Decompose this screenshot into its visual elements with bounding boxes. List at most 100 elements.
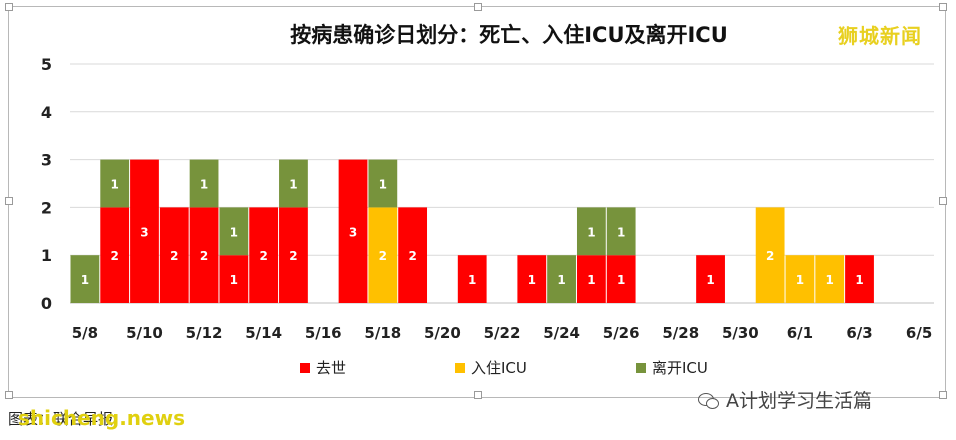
- chart-svg: 0 1 2 3 4 5 按病患确诊日划分：死亡、入住ICU及离开ICU 1 2 1 3 2 2 1 1 1 2 2…: [41, 23, 934, 377]
- chart-title: 按病患确诊日划分：死亡、入住ICU及离开ICU: [290, 23, 728, 47]
- resize-handle[interactable]: [5, 3, 13, 11]
- bar-value-label: 1: [289, 178, 297, 192]
- bar-value-label: 2: [379, 249, 387, 263]
- bar: [398, 207, 428, 303]
- bar-value-label: 1: [826, 273, 834, 287]
- bar-value-label: 1: [587, 225, 595, 239]
- legend-label: 去世: [316, 359, 346, 377]
- bar-value-label: 2: [766, 249, 774, 263]
- resize-handle[interactable]: [939, 197, 947, 205]
- bar-value-label: 1: [230, 273, 238, 287]
- x-tick-label: 6/1: [787, 324, 813, 342]
- brand-text: shicheng.news: [18, 406, 185, 430]
- bar-value-label: 1: [706, 273, 714, 287]
- resize-handle[interactable]: [939, 391, 947, 399]
- bar-value-label: 2: [408, 249, 416, 263]
- bar-value-label: 2: [289, 249, 297, 263]
- resize-handle[interactable]: [474, 391, 482, 399]
- x-tick-label: 5/14: [245, 324, 282, 342]
- bar-value-label: 1: [796, 273, 804, 287]
- bar: [576, 255, 606, 303]
- bar: [100, 159, 130, 208]
- bar-value-label: 1: [617, 225, 625, 239]
- bar: [606, 255, 636, 303]
- bar: [576, 207, 606, 256]
- y-tick-label: 1: [41, 246, 52, 265]
- legend-swatch: [636, 363, 646, 373]
- bar: [249, 207, 279, 303]
- x-tick-label: 5/22: [484, 324, 521, 342]
- y-tick-label: 5: [41, 55, 52, 74]
- bar: [189, 159, 219, 208]
- bar: [368, 207, 398, 303]
- x-tick-label: 5/8: [72, 324, 98, 342]
- legend-swatch: [300, 363, 310, 373]
- bar: [130, 159, 159, 303]
- x-tick-label: 5/24: [543, 324, 580, 342]
- bar-value-label: 3: [140, 225, 148, 239]
- bar: [279, 159, 308, 208]
- legend-label: 入住ICU: [471, 359, 527, 377]
- bar-value-label: 3: [349, 225, 357, 239]
- bar-value-label: 1: [111, 178, 119, 192]
- resize-handle[interactable]: [5, 197, 13, 205]
- x-tick-label: 5/20: [424, 324, 461, 342]
- resize-handle[interactable]: [5, 391, 13, 399]
- bar: [606, 207, 636, 256]
- resize-handle[interactable]: [939, 3, 947, 11]
- bar: [70, 255, 100, 303]
- resize-handle[interactable]: [474, 3, 482, 11]
- bar-value-label: 1: [230, 225, 238, 239]
- x-tick-label: 5/28: [662, 324, 699, 342]
- x-tick-label: 5/12: [186, 324, 223, 342]
- x-tick-label: 6/5: [906, 324, 932, 342]
- chart-frame: [5, 3, 947, 399]
- legend-swatch: [455, 363, 465, 373]
- bar: [785, 255, 815, 303]
- bar-value-label: 2: [111, 249, 119, 263]
- bar-value-label: 1: [855, 273, 863, 287]
- y-tick-label: 2: [41, 198, 52, 217]
- bar: [189, 207, 219, 303]
- x-tick-label: 5/10: [126, 324, 163, 342]
- bar-value-label: 1: [200, 178, 208, 192]
- x-tick-label: 5/16: [305, 324, 342, 342]
- bar: [547, 255, 576, 303]
- bar: [279, 207, 308, 303]
- bar: [159, 207, 189, 303]
- bar-value-label: 2: [170, 249, 178, 263]
- bar: [845, 255, 874, 303]
- bar: [368, 159, 398, 208]
- bar: [696, 255, 725, 303]
- bar-value-label: 1: [379, 178, 387, 192]
- y-tick-label: 3: [41, 151, 52, 170]
- y-tick-label: 0: [41, 294, 52, 313]
- bar: [338, 159, 368, 303]
- bar: [219, 255, 249, 303]
- bar: [517, 255, 547, 303]
- bar-value-label: 2: [259, 249, 267, 263]
- bar: [100, 207, 130, 303]
- bar-value-label: 1: [81, 273, 89, 287]
- bar-value-label: 1: [617, 273, 625, 287]
- account-badge: A计划学习生活篇: [698, 386, 872, 413]
- bar-value-label: 1: [528, 273, 536, 287]
- bar: [755, 207, 785, 303]
- bar-value-label: 1: [557, 273, 565, 287]
- x-tick-label: 5/18: [364, 324, 401, 342]
- x-tick-label: 5/26: [603, 324, 640, 342]
- x-tick-label: 6/3: [846, 324, 872, 342]
- bar-value-label: 2: [200, 249, 208, 263]
- bar: [219, 207, 249, 256]
- watermark: 狮城新闻: [838, 24, 922, 48]
- bar-value-label: 1: [587, 273, 595, 287]
- bar: [815, 255, 845, 303]
- bar: [457, 255, 487, 303]
- source-text: 图表：联合早报: [8, 410, 114, 428]
- account-name: A计划学习生活篇: [726, 390, 872, 412]
- legend-label: 离开ICU: [652, 359, 708, 377]
- bar-value-label: 1: [468, 273, 476, 287]
- y-tick-label: 4: [41, 103, 52, 122]
- wechat-icon: [698, 391, 720, 409]
- x-tick-label: 5/30: [722, 324, 759, 342]
